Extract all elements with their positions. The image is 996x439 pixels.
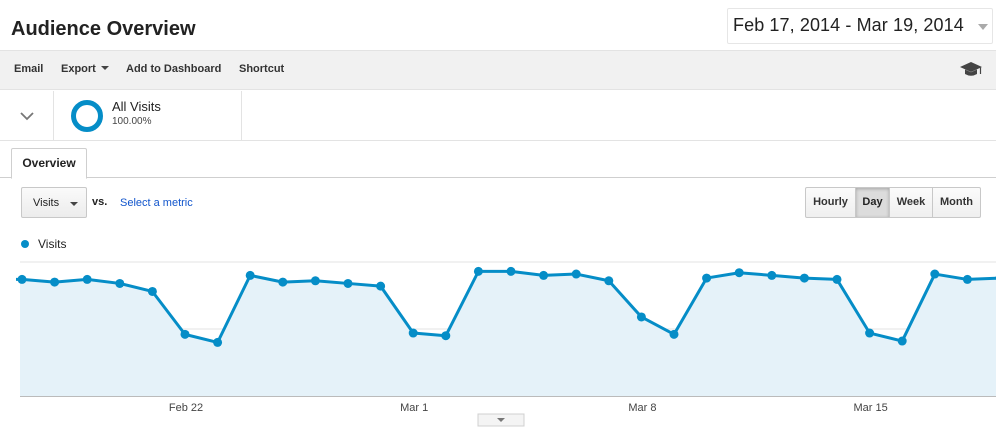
data-point	[734, 268, 744, 278]
data-point	[539, 270, 549, 280]
x-tick-label: Mar 15	[853, 402, 887, 414]
data-point	[767, 270, 777, 280]
data-point	[180, 329, 190, 339]
data-point	[278, 277, 288, 287]
hourly-button[interactable]: Hourly	[805, 187, 856, 218]
segment-ring-icon	[71, 100, 103, 132]
data-point	[669, 329, 679, 339]
data-point	[702, 273, 712, 283]
data-point	[115, 278, 125, 288]
data-point	[865, 328, 875, 338]
data-point	[636, 312, 646, 322]
report-tabs: Overview	[0, 141, 996, 179]
data-point	[571, 269, 581, 279]
legend-swatch	[21, 240, 29, 248]
granularity-toggle: Hourly Day Week Month	[805, 187, 981, 218]
x-tick-label: Mar 1	[400, 402, 428, 414]
week-button[interactable]: Week	[889, 187, 933, 218]
x-tick-label: Mar 8	[628, 402, 656, 414]
graduation-cap-icon[interactable]	[958, 59, 984, 81]
page-title: Audience Overview	[11, 18, 196, 40]
day-button[interactable]: Day	[855, 187, 890, 218]
shortcut-button[interactable]: Shortcut	[239, 63, 285, 75]
data-point	[310, 276, 320, 286]
data-point	[82, 274, 92, 284]
data-point	[473, 266, 483, 276]
visits-line-chart: Feb 22 Mar 1 Mar 8 Mar 15	[16, 261, 996, 427]
date-range-text: Feb 17, 2014 - Mar 19, 2014	[733, 15, 964, 35]
metric-select[interactable]: Visits	[21, 187, 87, 218]
tab-overview[interactable]: Overview	[11, 148, 87, 179]
export-label: Export	[61, 63, 96, 75]
data-point	[799, 273, 809, 283]
metric-select-value: Visits	[33, 197, 60, 209]
segment-bar: All Visits 100.00%	[0, 91, 996, 141]
segment-name: All Visits	[112, 99, 161, 114]
data-point	[604, 276, 614, 286]
vs-label: vs.	[92, 196, 108, 208]
export-button[interactable]: Export	[61, 63, 109, 75]
metric-select-caret-icon	[70, 202, 78, 206]
date-range-picker[interactable]: Feb 17, 2014 - Mar 19, 2014	[727, 8, 993, 44]
data-point	[930, 269, 940, 279]
date-range-caret-icon	[978, 24, 988, 30]
legend-label-visits: Visits	[38, 237, 67, 251]
data-point	[506, 266, 516, 276]
report-header: Audience Overview Feb 17, 2014 - Mar 19,…	[0, 0, 996, 50]
data-point	[147, 286, 157, 296]
data-point	[50, 277, 60, 287]
chevron-down-icon	[20, 112, 34, 121]
segment-card-all-visits[interactable]: All Visits 100.00%	[54, 91, 242, 141]
data-point	[897, 336, 907, 346]
data-point	[343, 278, 353, 288]
data-point	[17, 274, 27, 284]
select-metric-link[interactable]: Select a metric	[120, 197, 193, 209]
data-point	[213, 337, 223, 347]
data-point	[962, 274, 972, 284]
segment-toggle[interactable]	[0, 91, 54, 141]
x-tick-label: Feb 22	[169, 402, 203, 414]
segment-percent: 100.00%	[112, 116, 152, 127]
data-point	[245, 270, 255, 280]
add-to-dashboard-button[interactable]: Add to Dashboard	[126, 63, 222, 75]
data-point	[832, 274, 842, 284]
data-point	[376, 281, 386, 291]
data-point	[408, 328, 418, 338]
expand-caret-icon	[497, 418, 505, 422]
email-button[interactable]: Email	[14, 63, 44, 75]
series-area-visits	[20, 271, 996, 396]
report-toolbar: Email Export Add to Dashboard Shortcut	[0, 50, 996, 90]
data-point	[441, 331, 451, 341]
export-dropdown-icon	[100, 66, 109, 70]
month-button[interactable]: Month	[932, 187, 981, 218]
